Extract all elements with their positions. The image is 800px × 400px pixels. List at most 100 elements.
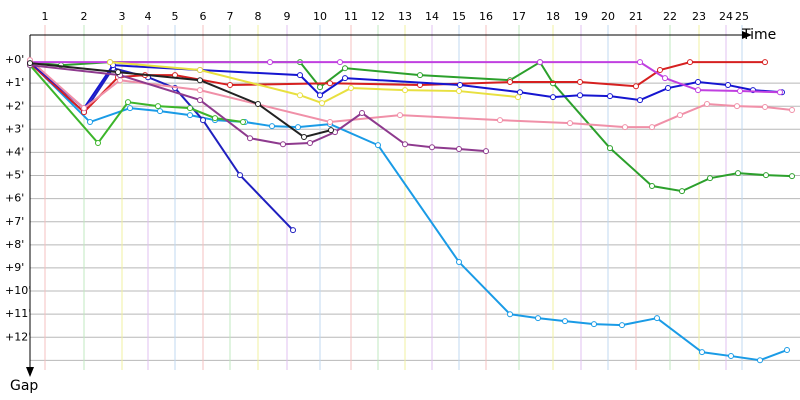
data-point	[307, 140, 313, 147]
data-point	[657, 67, 663, 74]
y-tick-label: +12'	[5, 330, 31, 343]
data-point	[456, 259, 462, 266]
data-point	[497, 117, 503, 124]
data-point	[280, 141, 286, 148]
data-point	[784, 347, 790, 354]
x-tick-label: 15	[452, 10, 466, 23]
data-point	[187, 112, 193, 119]
data-point	[327, 80, 333, 87]
data-point	[763, 172, 769, 179]
data-point	[535, 315, 541, 322]
series-line	[29, 61, 788, 362]
y-tick-label: +10'	[5, 284, 31, 297]
data-point	[267, 59, 273, 66]
data-point	[649, 124, 655, 131]
y-tick-label: +6'	[5, 192, 24, 205]
data-point	[328, 127, 334, 134]
data-point	[517, 89, 523, 96]
x-tick-label: 13	[398, 10, 412, 23]
data-point	[699, 349, 705, 356]
series-line	[29, 62, 332, 139]
data-point	[27, 60, 33, 67]
data-point	[725, 82, 731, 89]
y-tick-label: +0'	[5, 53, 24, 66]
data-point	[240, 119, 246, 126]
x-tick-label: 1	[42, 10, 49, 23]
data-point	[269, 123, 275, 130]
x-tick-label: 14	[425, 10, 439, 23]
data-point	[728, 353, 734, 360]
data-point	[317, 92, 323, 99]
data-point	[87, 119, 93, 126]
data-point	[789, 107, 795, 114]
data-point	[695, 79, 701, 86]
data-point	[348, 85, 354, 92]
y-tick-label: +1'	[5, 76, 24, 89]
data-point	[762, 104, 768, 111]
data-point	[342, 75, 348, 82]
y-tick-label: +5'	[5, 169, 24, 182]
data-point	[127, 105, 133, 112]
x-tick-label: 11	[344, 10, 358, 23]
data-point	[507, 79, 513, 86]
x-axis-label: Time	[741, 27, 776, 43]
data-point	[402, 87, 408, 94]
data-point	[607, 93, 613, 100]
x-tick-label: 5	[172, 10, 179, 23]
data-point	[622, 124, 628, 131]
data-point	[429, 144, 435, 151]
data-point	[456, 146, 462, 153]
data-point	[662, 75, 668, 82]
x-tick-label: 24	[719, 10, 733, 23]
data-point	[577, 92, 583, 99]
data-point	[577, 79, 583, 86]
data-point	[197, 97, 203, 104]
data-point	[417, 72, 423, 79]
x-tick-label: 9	[284, 10, 291, 23]
time-arrow	[742, 31, 752, 39]
data-point	[665, 85, 671, 92]
x-tick-label: 16	[479, 10, 493, 23]
data-point	[402, 141, 408, 148]
data-point	[649, 183, 655, 190]
x-tick-label: 12	[371, 10, 385, 23]
data-point	[483, 148, 489, 155]
gap-arrow	[26, 367, 34, 377]
data-point	[777, 89, 783, 96]
y-tick-label: +2'	[5, 99, 24, 112]
x-tick-label: 2	[81, 10, 88, 23]
x-tick-label: 7	[227, 10, 234, 23]
data-point	[319, 100, 325, 107]
data-point	[290, 227, 296, 234]
data-point	[237, 172, 243, 179]
series-line	[29, 59, 793, 129]
data-point	[507, 311, 513, 318]
data-point	[200, 117, 206, 124]
y-tick-label: +9'	[5, 261, 24, 274]
x-tick-label: 3	[119, 10, 126, 23]
data-point	[707, 175, 713, 182]
data-point	[255, 101, 261, 107]
data-point	[607, 145, 613, 152]
series-line	[29, 64, 487, 153]
x-tick-label: 8	[255, 10, 262, 23]
x-tick-label: 21	[629, 10, 643, 23]
x-tick-label: 25	[735, 10, 749, 23]
data-point	[107, 59, 113, 66]
x-tick-label: 23	[692, 10, 706, 23]
data-point	[301, 134, 307, 141]
data-point	[737, 88, 743, 95]
series-line	[30, 61, 781, 94]
data-point	[757, 357, 763, 364]
data-point	[155, 103, 161, 110]
data-point	[342, 65, 348, 72]
data-point	[327, 119, 333, 126]
data-point	[297, 72, 303, 79]
data-point	[197, 67, 203, 74]
x-tick-label: 4	[145, 10, 152, 23]
data-point	[687, 59, 693, 66]
data-point	[677, 112, 683, 119]
data-point	[95, 140, 101, 147]
data-point	[637, 59, 643, 66]
